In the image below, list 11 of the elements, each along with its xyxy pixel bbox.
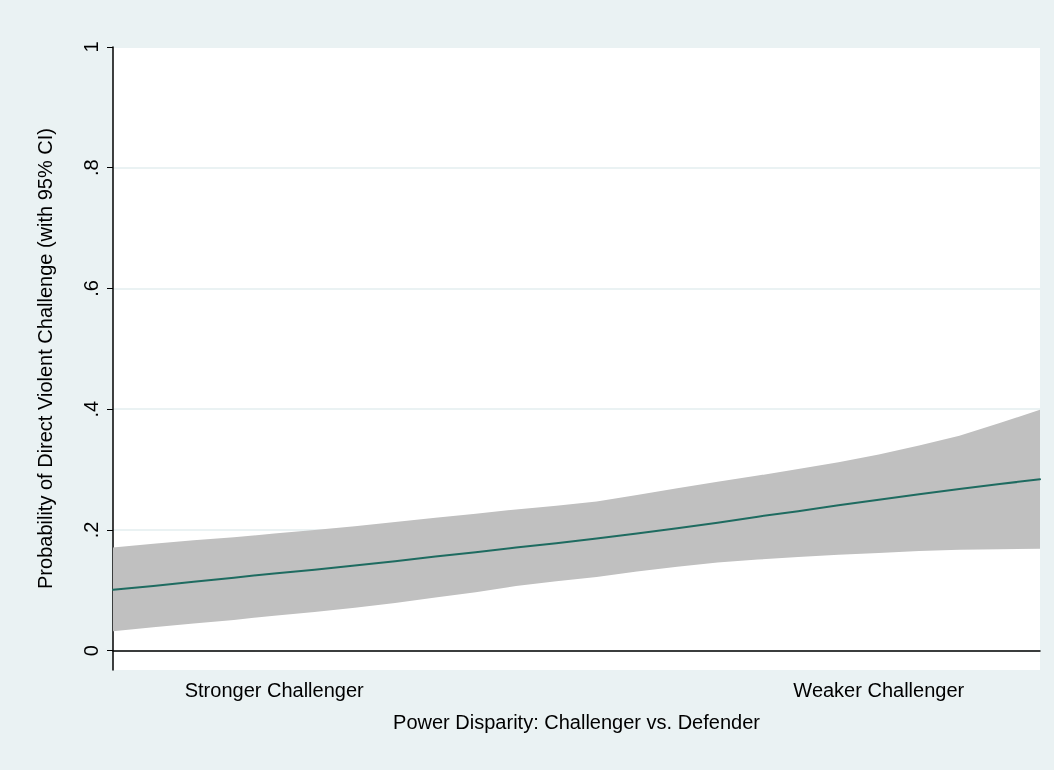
y-tick-label: 0	[80, 645, 102, 657]
y-tick-label: .4	[80, 400, 102, 418]
y-tick-label: 1	[80, 41, 102, 53]
x-tick-label: Stronger Challenger	[184, 679, 365, 701]
y-tick-label: .2	[80, 521, 102, 539]
y-tick-label: .6	[80, 280, 102, 297]
y-axis-title: Probability of Direct Violent Challenge (with 95% CI)	[34, 128, 56, 589]
y-tick-label: .8	[80, 159, 102, 177]
x-tick-label: Weaker Challenger	[793, 679, 965, 701]
line-series	[112, 478, 1041, 591]
x-axis-title: Power Disparity: Challenger vs. Defender	[393, 711, 761, 733]
